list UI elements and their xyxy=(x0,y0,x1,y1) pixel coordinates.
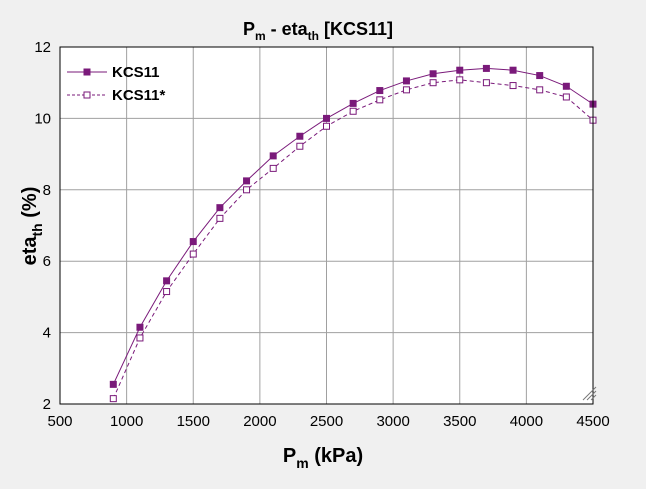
data-point-kcs11 xyxy=(509,66,517,74)
legend-label-kcs11-star: KCS11* xyxy=(112,87,166,104)
y-axis-title: etath (%) xyxy=(19,187,45,266)
plot-frame xyxy=(59,46,594,405)
data-point-kcs11 xyxy=(243,177,251,185)
x-axis-title: Pm (kPa) xyxy=(283,445,363,471)
x-tick-label: 4000 xyxy=(510,413,543,430)
y-tick-label: 10 xyxy=(34,110,51,127)
data-point-kcs11 xyxy=(456,66,464,74)
data-point-kcs11-star xyxy=(536,86,544,94)
data-point-kcs11 xyxy=(429,70,437,78)
data-point-kcs11 xyxy=(136,323,144,331)
data-point-kcs11 xyxy=(189,238,197,246)
data-point-kcs11-star xyxy=(269,164,277,172)
y-tick-label: 4 xyxy=(43,325,51,342)
data-point-kcs11 xyxy=(562,82,570,90)
data-point-kcs11-star xyxy=(189,250,197,258)
data-point-kcs11-star xyxy=(109,395,117,403)
x-tick-label: 2000 xyxy=(243,413,276,430)
data-point-kcs11-star xyxy=(243,186,251,194)
data-point-kcs11-star xyxy=(402,86,410,94)
data-point-kcs11-star xyxy=(136,334,144,342)
data-point-kcs11-star xyxy=(562,93,570,101)
data-point-kcs11 xyxy=(536,72,544,80)
x-tick-label: 3000 xyxy=(376,413,409,430)
x-tick-label: 1500 xyxy=(177,413,210,430)
legend: KCS11 KCS11* xyxy=(67,64,166,104)
data-point-kcs11-star xyxy=(216,214,224,222)
data-point-kcs11-star xyxy=(323,122,330,130)
x-tick-label: 1000 xyxy=(110,413,143,430)
data-point-kcs11-star xyxy=(163,288,171,296)
legend-marker-kcs11 xyxy=(83,68,91,76)
data-point-kcs11 xyxy=(482,64,490,72)
data-point-kcs11-star xyxy=(376,96,384,104)
data-point-kcs11-star xyxy=(296,142,304,150)
x-tick-label: 4500 xyxy=(576,413,609,430)
chart-title: Pm - etath [KCS11] xyxy=(243,19,393,43)
y-tick-label: 12 xyxy=(34,39,51,56)
data-point-kcs11 xyxy=(402,77,410,85)
x-tick-label: 3500 xyxy=(443,413,476,430)
y-tick-label: 2 xyxy=(43,396,51,413)
series-group xyxy=(109,64,597,403)
resize-grip-icon[interactable] xyxy=(582,386,597,401)
legend-marker-kcs11-star xyxy=(83,91,91,99)
x-tick-label: 2500 xyxy=(310,413,343,430)
y-tick-label: 8 xyxy=(43,182,51,199)
legend-label-kcs11: KCS11 xyxy=(112,64,160,81)
data-point-kcs11 xyxy=(163,277,171,285)
data-point-kcs11 xyxy=(216,204,224,212)
data-point-kcs11 xyxy=(109,380,117,388)
data-point-kcs11 xyxy=(269,152,277,160)
data-point-kcs11-star xyxy=(349,107,357,115)
data-point-kcs11 xyxy=(376,87,384,95)
data-point-kcs11 xyxy=(349,99,357,107)
data-point-kcs11-star xyxy=(429,79,437,87)
data-point-kcs11-star xyxy=(456,76,464,84)
data-point-kcs11-star xyxy=(482,79,490,87)
y-tick-label: 6 xyxy=(43,253,51,270)
tick-labels: 500 1000 1500 2000 2500 3000 3500 4000 4500 2 4 6 8 1… xyxy=(34,39,609,430)
data-point-kcs11 xyxy=(296,132,304,140)
data-point-kcs11-star xyxy=(509,82,517,90)
x-tick-label: 500 xyxy=(47,413,72,430)
data-point-kcs11 xyxy=(323,114,330,122)
